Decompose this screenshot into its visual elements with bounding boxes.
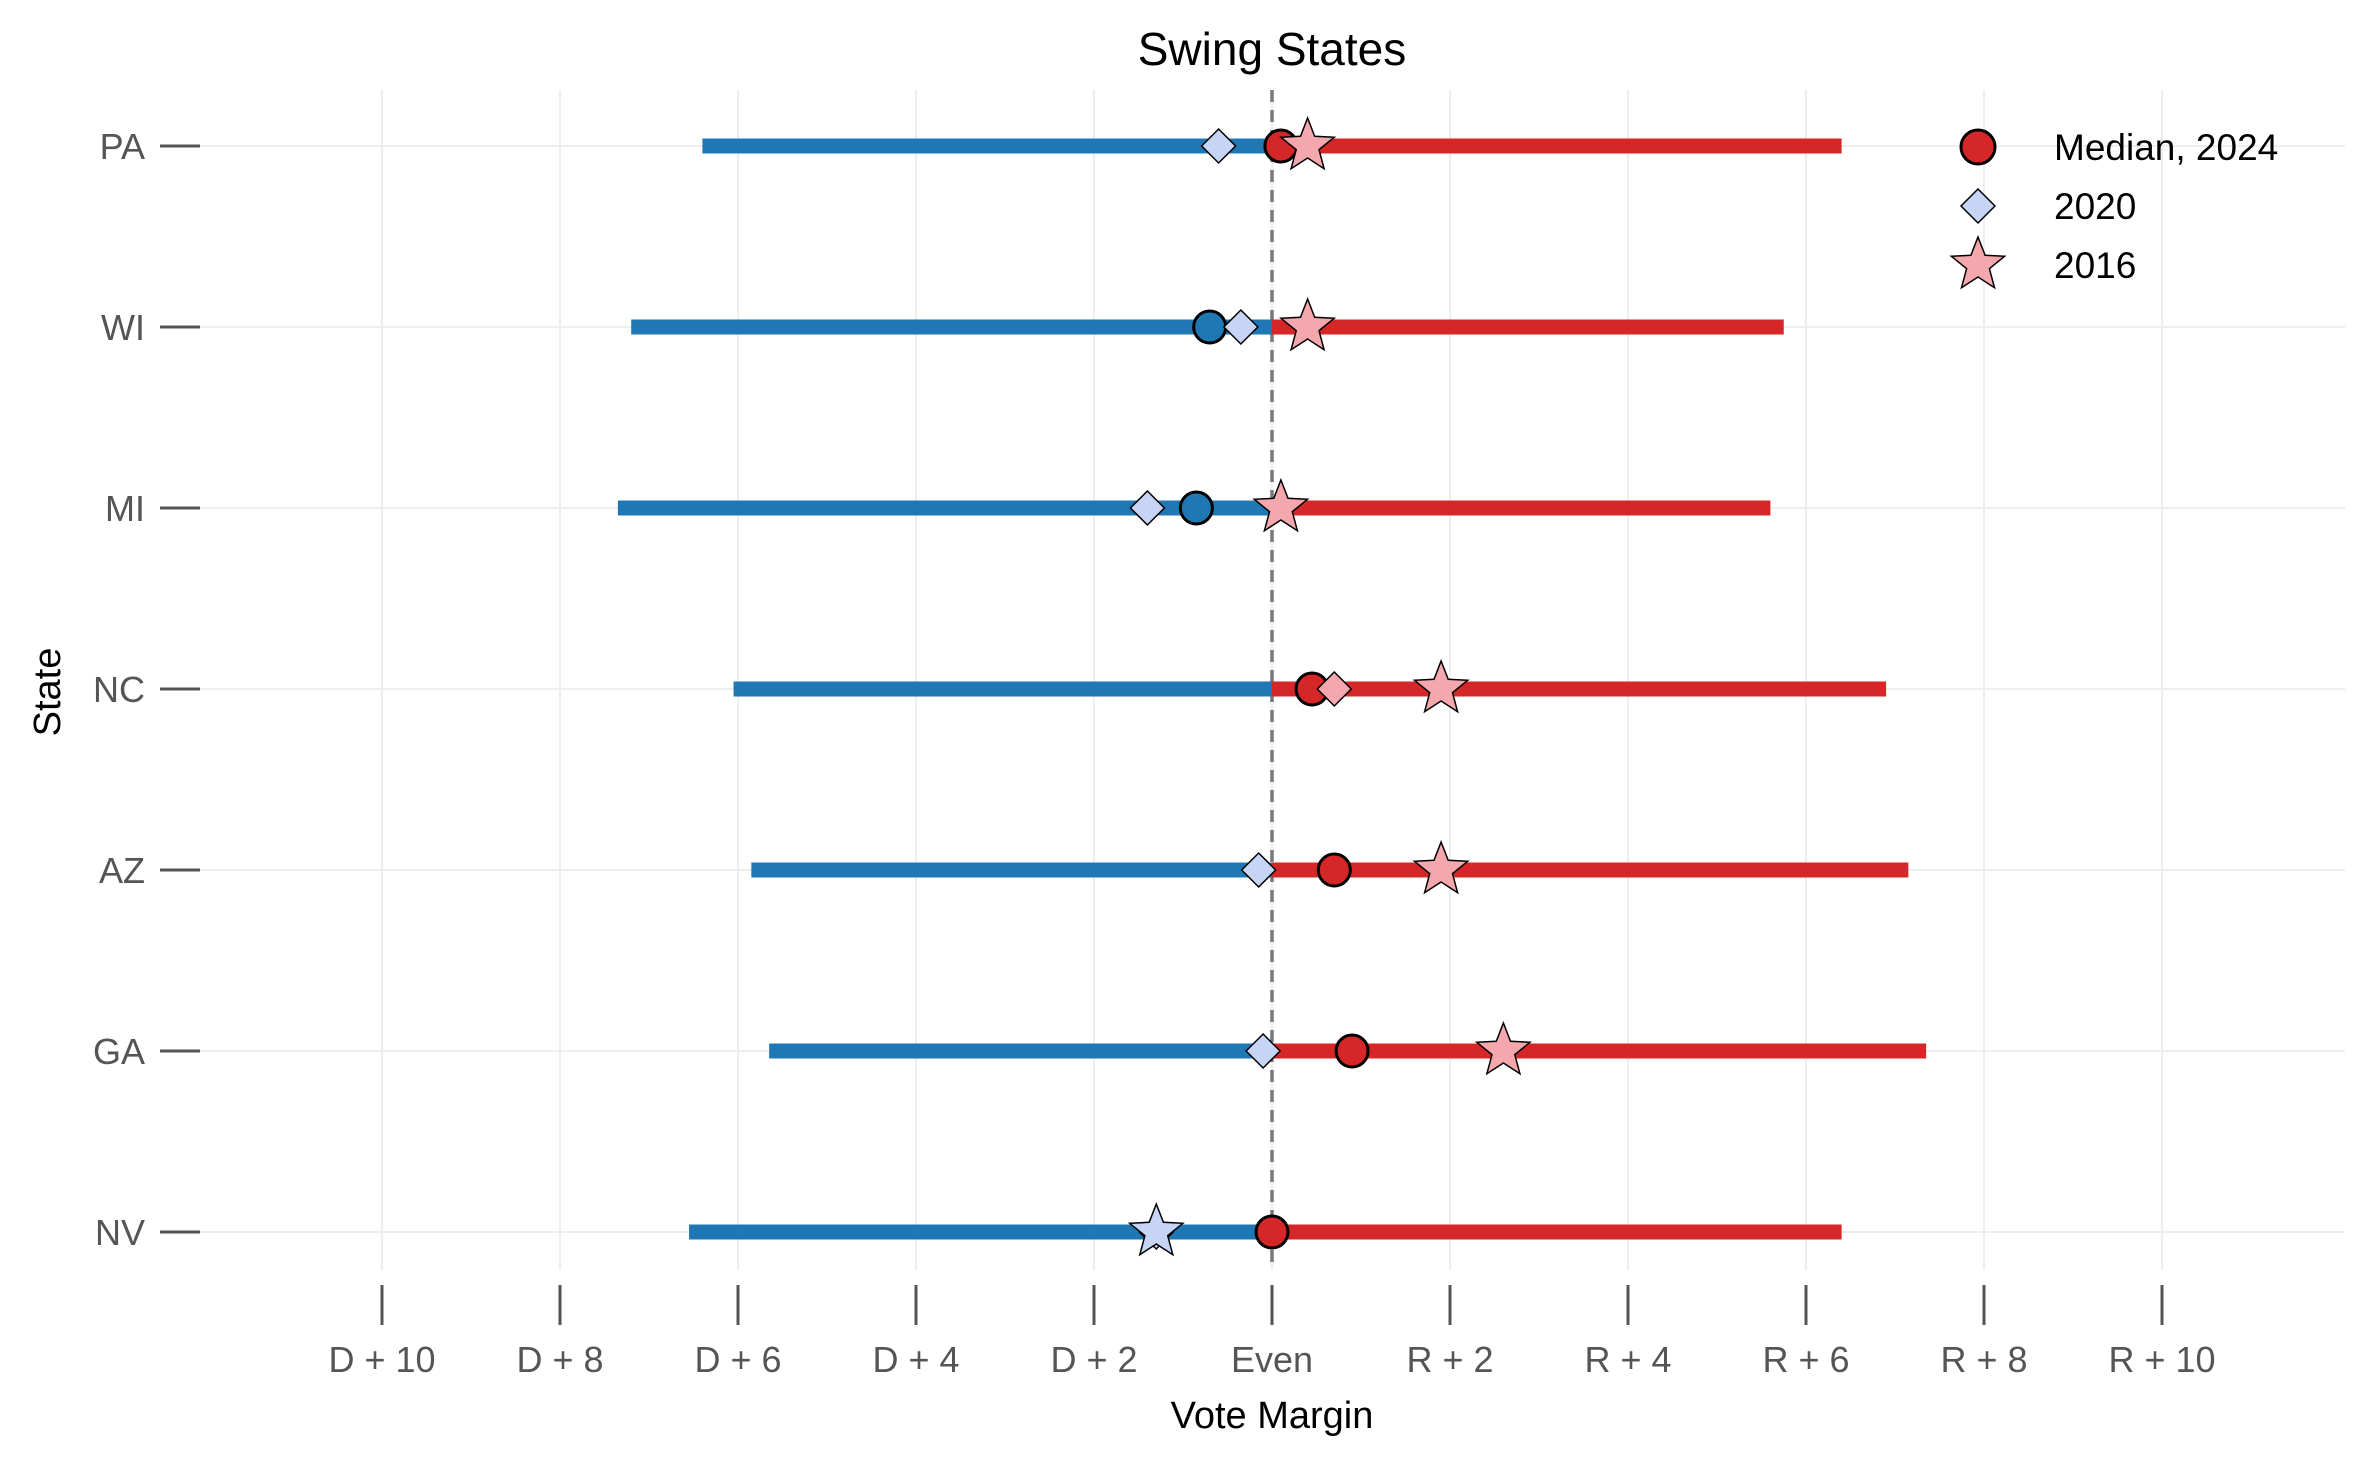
- median-2024-point: [1192, 309, 1228, 345]
- median-2024-point: [1178, 490, 1214, 526]
- y-tick-label: AZ: [99, 850, 145, 891]
- x-tick-label: D + 8: [516, 1339, 603, 1380]
- legend-label: 2016: [2054, 245, 2136, 286]
- y-tick-label: MI: [105, 488, 145, 529]
- x-tick-label: R + 4: [1584, 1339, 1671, 1380]
- x-tick-label: D + 2: [1050, 1339, 1137, 1380]
- legend-label: Median, 2024: [2054, 127, 2278, 168]
- median-2024-point: [1254, 1214, 1290, 1250]
- y-tick-label: GA: [93, 1031, 145, 1072]
- result-2020-point: [1200, 127, 1237, 165]
- result-2016-point: [1279, 115, 1337, 171]
- x-tick-label: R + 6: [1762, 1339, 1849, 1380]
- result-2016-point: [1412, 839, 1470, 895]
- markers: [1127, 115, 1532, 1257]
- y-tick-label: PA: [100, 126, 145, 167]
- median-2024-point: [1316, 852, 1352, 888]
- x-axis-title: Vote Margin: [1171, 1395, 1374, 1437]
- result-2016-point: [1279, 296, 1337, 352]
- y-axis-title: State: [27, 648, 69, 737]
- result-2020-point: [1222, 308, 1259, 346]
- y-axis: PA WI MI NC AZ GA NV: [93, 126, 200, 1253]
- result-2020-point: [1129, 489, 1166, 527]
- range-bars: [617, 138, 1927, 1240]
- x-tick-label: R + 2: [1406, 1339, 1493, 1380]
- result-2016-point: [1252, 477, 1310, 533]
- median-2024-point: [1334, 1033, 1370, 1069]
- legend-circle-marker: [1959, 128, 1997, 166]
- x-tick-label: D + 6: [694, 1339, 781, 1380]
- result-2016-point: [1412, 658, 1470, 714]
- y-tick-label: NV: [95, 1212, 145, 1253]
- legend: Median, 2024 2020 2016: [1949, 127, 2278, 290]
- y-tick-label: WI: [101, 307, 145, 348]
- result-2020-point: [1240, 851, 1277, 889]
- x-tick-label: D + 10: [328, 1339, 435, 1380]
- result-2016-point: [1474, 1020, 1532, 1076]
- y-tick-label: NC: [93, 669, 145, 710]
- legend-diamond-marker: [1959, 187, 1997, 225]
- legend-label: 2020: [2054, 186, 2136, 227]
- x-tick-label: D + 4: [872, 1339, 959, 1380]
- x-tick-label: Even: [1231, 1339, 1313, 1380]
- result-2020-point: [1316, 670, 1353, 708]
- x-tick-label: R + 8: [1940, 1339, 2027, 1380]
- legend-star-marker: [1949, 234, 2007, 290]
- x-axis: D + 10 D + 8 D + 6 D + 4 D + 2 Even R + 2 R + 4…: [328, 1285, 2216, 1380]
- result-2020-point: [1245, 1032, 1282, 1070]
- x-tick-label: R + 10: [2108, 1339, 2215, 1380]
- chart-title: Swing States: [1138, 23, 1406, 75]
- result-2016-point: [1127, 1201, 1185, 1257]
